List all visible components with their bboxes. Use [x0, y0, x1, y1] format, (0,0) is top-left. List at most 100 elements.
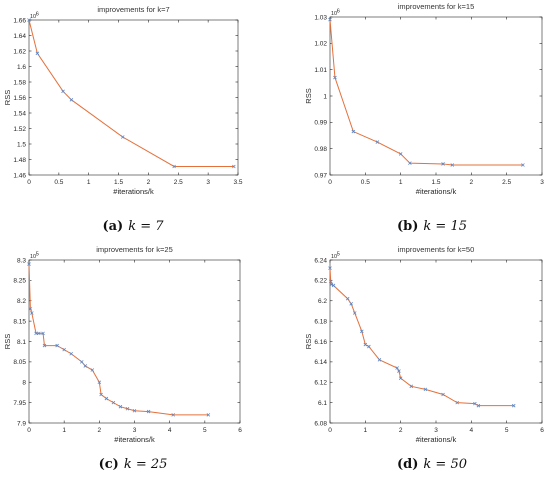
data-point — [30, 311, 34, 315]
plot-title: improvements for k=50 — [398, 245, 475, 254]
subplot-3: improvements for k=25 0 1 2 3 4 5 6 7.9 7.95 8 8.05… — [3, 245, 242, 472]
data-point — [125, 406, 130, 411]
data-point — [99, 392, 103, 397]
x-tick-label: 0 — [27, 427, 31, 434]
data-point — [441, 162, 445, 166]
data-point — [90, 368, 95, 372]
data-point — [511, 403, 516, 408]
y-multiplier-exponent: 6 — [337, 9, 340, 15]
data-point — [377, 358, 382, 362]
y-tick-label: 1.56 — [13, 95, 26, 102]
y-tick-label: 1.66 — [13, 17, 26, 24]
y-tick-label: 6.14 — [314, 359, 327, 366]
y-tick-label: 6.2 — [318, 298, 327, 305]
y-tick-label: 7.95 — [13, 400, 26, 407]
y-tick-label: 1.52 — [13, 126, 26, 133]
y-multiplier-base: 10 — [331, 254, 337, 260]
x-tick-label: 1.5 — [114, 179, 123, 186]
x-axis-label: #iterations/k — [113, 187, 154, 196]
data-point — [398, 152, 403, 156]
data-point — [62, 347, 66, 352]
x-tick-label: 0 — [27, 179, 31, 186]
caption-expression: k = 50 — [423, 457, 467, 472]
subplot-caption: (d) k = 50 — [397, 457, 467, 472]
data-point — [42, 343, 47, 348]
axes-frame — [28, 259, 241, 424]
data-point — [171, 413, 175, 417]
data-point — [61, 89, 65, 94]
data-point — [27, 18, 31, 22]
data-point — [408, 161, 412, 165]
caption-expression: k = 25 — [124, 457, 168, 472]
y-tick-label: 1.48 — [13, 157, 26, 164]
data-point — [345, 296, 350, 301]
y-tick-label: 6.08 — [314, 420, 327, 427]
data-point — [79, 360, 84, 364]
data-point — [69, 98, 74, 102]
series-line — [329, 19, 523, 166]
x-axis-label: #iterations/k — [114, 435, 155, 444]
data-point — [395, 366, 399, 370]
y-multiplier-base: 10 — [30, 14, 36, 20]
x-tick-label: 2.5 — [174, 179, 183, 186]
data-point — [375, 140, 380, 144]
y-multiplier-exponent: 5 — [337, 252, 340, 258]
axes-frame — [28, 19, 239, 176]
subplot-caption: (c) k = 25 — [99, 457, 168, 472]
y-tick-label: 8.1 — [17, 339, 26, 346]
y-tick-label: 1.64 — [13, 33, 26, 40]
data-point — [476, 403, 481, 408]
data-point — [455, 400, 459, 405]
subplot-1: improvements for k=70 0.5 1 1.5 2 2.5 3 3.51.46… — [3, 5, 243, 234]
data-point — [352, 311, 357, 315]
caption-tag: (c) — [99, 457, 119, 472]
y-tick-label: 8.05 — [13, 359, 26, 366]
caption-expression: k = 7 — [128, 219, 164, 234]
y-tick-label: 1.5 — [17, 141, 26, 148]
y-tick-label: 6.16 — [314, 339, 327, 346]
x-tick-label: 0 — [328, 179, 332, 186]
y-multiplier-exponent: 6 — [36, 12, 39, 18]
x-axis-label: #iterations/k — [416, 435, 457, 444]
data-point — [333, 75, 337, 80]
x-tick-label: 1 — [62, 427, 66, 434]
data-point — [398, 376, 403, 380]
data-point — [34, 331, 38, 336]
data-point — [473, 401, 477, 406]
data-point — [441, 392, 445, 397]
data-point — [367, 344, 371, 349]
data-point — [120, 135, 125, 139]
subplot-caption: (a) k = 7 — [102, 219, 164, 234]
y-tick-label: 6.12 — [314, 380, 327, 387]
y-tick-label: 6.22 — [314, 278, 327, 285]
x-tick-label: 0.5 — [361, 179, 370, 186]
y-tick-label: 6.24 — [314, 257, 327, 264]
y-tick-label: 8.2 — [17, 298, 26, 305]
data-point — [521, 163, 525, 167]
data-point — [83, 364, 88, 368]
y-tick-label: 0.97 — [314, 172, 327, 179]
data-point — [363, 342, 368, 347]
x-tick-label: 2 — [470, 179, 474, 186]
x-tick-label: 1 — [399, 179, 403, 186]
y-multiplier-base: 10 — [331, 11, 337, 17]
data-point — [146, 409, 151, 414]
data-point — [397, 369, 401, 373]
data-point — [409, 384, 414, 389]
y-tick-label: 0.98 — [314, 146, 327, 153]
y-axis-label: RSS — [304, 88, 313, 103]
y-tick-label: 1 — [323, 93, 327, 100]
x-tick-label: 2 — [399, 427, 403, 434]
caption-expression: k = 15 — [423, 219, 467, 234]
x-tick-label: 1.5 — [431, 179, 440, 186]
plot-title: improvements for k=15 — [398, 2, 475, 11]
subplot-4: improvements for k=50 0 1 2 3 4 5 6 6.08 6.1 6.12 6… — [304, 245, 544, 472]
data-point — [328, 17, 332, 22]
data-point — [360, 329, 364, 334]
axes-frame — [329, 16, 543, 176]
data-point — [172, 164, 176, 169]
subplot-caption: (b) k = 15 — [397, 219, 467, 234]
y-tick-label: 7.9 — [17, 420, 26, 427]
data-point — [349, 302, 353, 306]
